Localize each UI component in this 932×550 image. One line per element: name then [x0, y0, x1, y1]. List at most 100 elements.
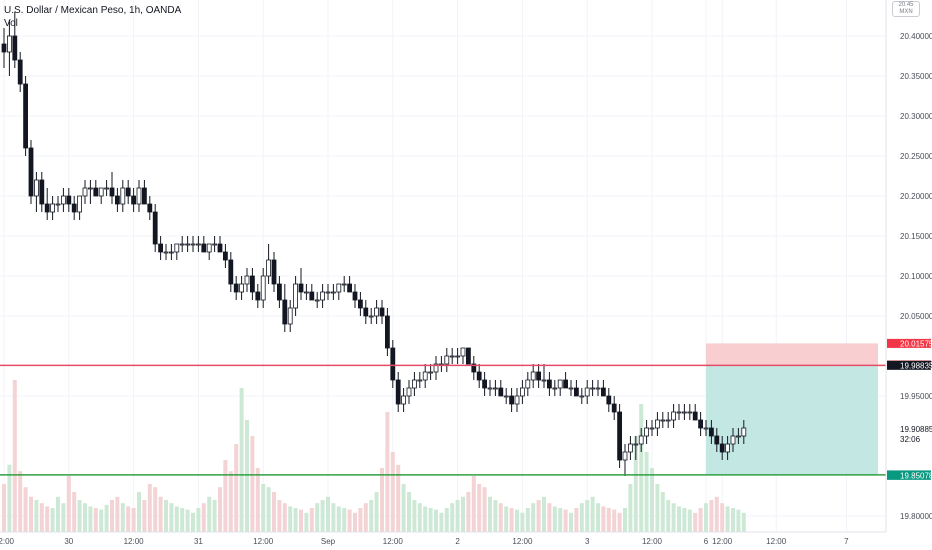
volume-bar: [396, 464, 401, 532]
candle-body: [709, 427, 714, 437]
candle-body: [249, 275, 255, 293]
candle-body: [233, 283, 239, 293]
volume-bar: [147, 484, 152, 532]
volume-bar: [164, 500, 168, 532]
currency-badge[interactable]: 20.45 MXN: [892, 1, 920, 17]
candle-body: [563, 379, 568, 389]
candle-body: [579, 395, 585, 398]
candle-body: [141, 187, 147, 205]
candle-body: [66, 195, 72, 205]
volume-bar: [191, 512, 195, 532]
volume-bar: [493, 500, 498, 532]
volume-bar: [142, 500, 147, 532]
candle-body: [55, 203, 61, 206]
volume-bar: [131, 508, 136, 532]
candle-body: [622, 451, 628, 461]
candle-body: [649, 427, 655, 430]
candle-body: [330, 291, 336, 294]
price-level-tag: [887, 360, 931, 370]
volume-bar: [585, 500, 590, 532]
volume-bar: [477, 484, 482, 532]
candle-body: [449, 355, 455, 358]
volume-bar: [471, 476, 476, 532]
time-tick-label: 12:00: [642, 537, 663, 546]
candle-body: [606, 395, 612, 405]
volume-bar: [56, 496, 60, 532]
volume-bar: [531, 503, 536, 532]
candle-body: [687, 411, 693, 414]
volume-bar: [39, 503, 44, 532]
volume-bar: [380, 468, 384, 532]
volume-bar: [234, 444, 239, 532]
volume-bar: [293, 508, 298, 532]
volume-bar: [558, 508, 563, 532]
candle-body: [120, 187, 126, 205]
candle-body: [547, 379, 552, 389]
candle-body: [422, 371, 428, 381]
volume-bar: [725, 506, 730, 532]
price-level-tag-label: 19.98835: [900, 361, 932, 370]
volume-bar: [180, 508, 185, 532]
candle-body: [44, 203, 50, 213]
candle-body: [82, 187, 88, 197]
volume-bar: [137, 492, 141, 532]
volume-bar: [153, 487, 158, 532]
volume-bar: [569, 512, 573, 532]
candle-body: [601, 387, 606, 397]
volume-bar: [650, 468, 654, 532]
volume-bar: [266, 487, 271, 532]
volume-bar: [299, 509, 303, 532]
volume-bar: [174, 506, 179, 532]
candle-body: [201, 243, 207, 253]
volume-bar: [698, 508, 703, 532]
candle-body: [617, 411, 622, 461]
time-tick-label: 12:00: [253, 537, 274, 546]
symbol-title[interactable]: U.S. Dollar / Mexican Peso, 1h, OANDA: [4, 5, 182, 16]
candle-body: [676, 411, 682, 414]
volume-bar: [245, 420, 249, 532]
volume-bar: [525, 508, 530, 532]
volume-bar: [88, 506, 93, 532]
volume-bar: [66, 476, 71, 532]
candle-body: [185, 243, 191, 246]
candle-body: [320, 291, 326, 301]
volume-bar: [207, 496, 212, 532]
candle-body: [136, 187, 142, 205]
volume-bar: [369, 500, 374, 532]
candle-body: [730, 435, 736, 445]
candle-body: [428, 371, 434, 374]
candle-body: [671, 411, 676, 421]
candle-body: [50, 203, 55, 213]
volume-bar: [309, 508, 314, 532]
candle-body: [520, 387, 525, 397]
time-tick-label: 12:00: [0, 537, 15, 546]
time-tick-label: 12:00: [124, 537, 145, 546]
candle-body: [525, 379, 531, 389]
volume-bar: [450, 503, 455, 532]
candle-body: [325, 291, 331, 294]
candle-body: [168, 251, 174, 254]
volume-label[interactable]: Vol: [4, 18, 18, 29]
volume-bar: [158, 496, 163, 532]
volume-bar: [606, 508, 611, 532]
volume-bar: [417, 503, 422, 532]
candle-body: [244, 275, 250, 285]
stop-loss-zone: [706, 343, 878, 366]
time-tick-label: 12:00: [712, 537, 733, 546]
candle-body: [266, 259, 272, 277]
volume-bar: [185, 509, 190, 532]
candle-body: [574, 387, 579, 397]
volume-bar: [590, 496, 595, 532]
candle-body: [303, 291, 309, 294]
volume-bar: [255, 468, 260, 532]
candle-body: [115, 195, 120, 205]
candle-body: [17, 59, 23, 85]
volume-bar: [331, 503, 336, 532]
candle-body: [104, 187, 109, 190]
candle-body: [541, 379, 547, 382]
volume-bar: [272, 492, 276, 532]
candle-body: [125, 187, 131, 197]
volume-bar: [536, 500, 541, 532]
volume-bar: [72, 492, 77, 532]
